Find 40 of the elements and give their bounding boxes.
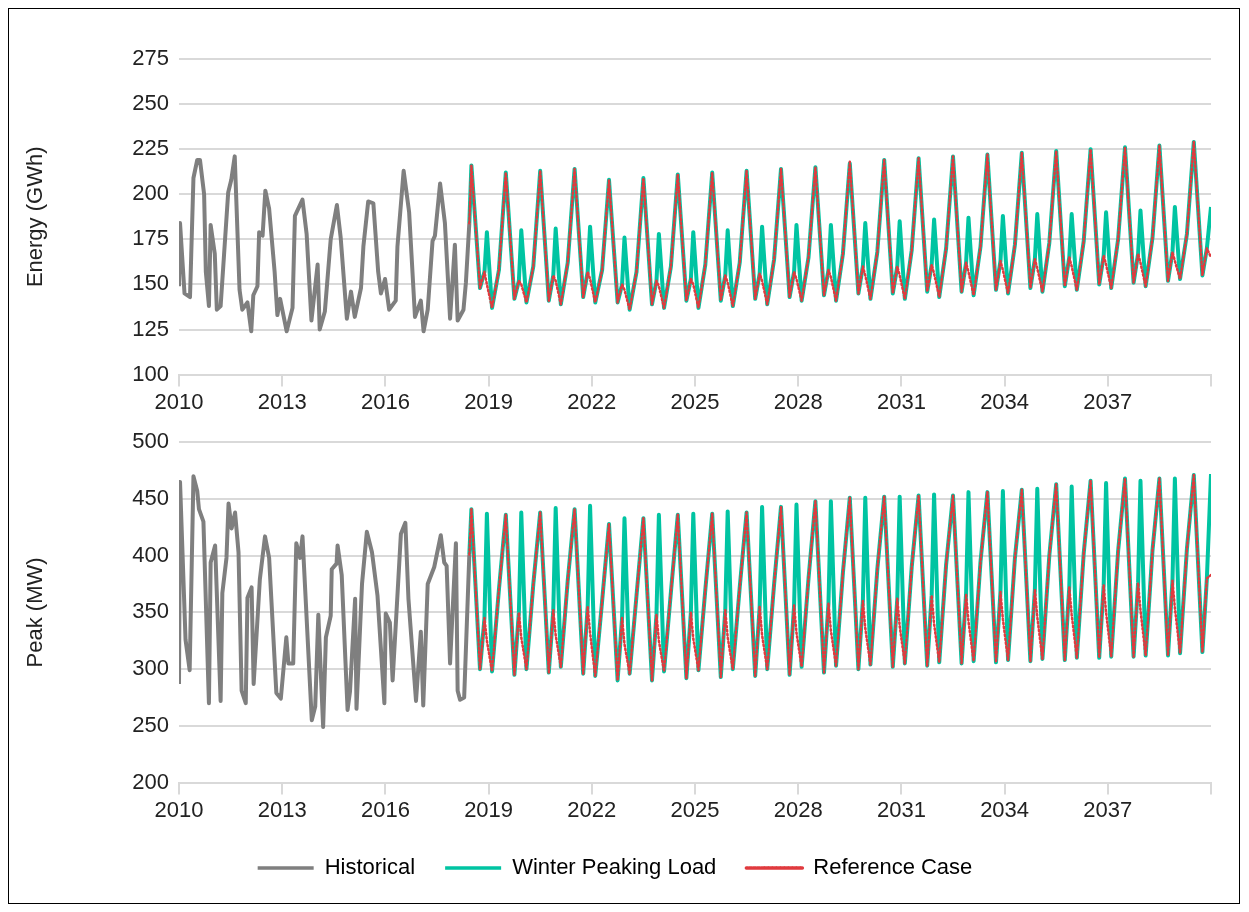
y-tick-label: 400 [132, 541, 169, 567]
x-tick-label: 2016 [360, 388, 410, 414]
y-tick-label: 150 [132, 270, 169, 296]
x-tick-label: 2010 [154, 388, 204, 414]
x-tick-label: 2022 [567, 388, 617, 414]
y-tick-label: 125 [132, 315, 169, 341]
y-tick-label: 500 [132, 428, 169, 454]
x-tick-label: 2010 [154, 796, 204, 822]
y-tick-label: 300 [132, 655, 169, 681]
x-tick-label: 2022 [567, 796, 617, 822]
legend-label: Winter Peaking Load [512, 854, 717, 880]
x-tick-label: 2028 [773, 388, 823, 414]
x-tick-label: 2025 [670, 388, 720, 414]
x-tick-label: 2037 [1083, 388, 1133, 414]
x-tick-label: 2019 [464, 388, 514, 414]
x-tick-label: 2016 [360, 796, 410, 822]
y-tick-label: 350 [132, 598, 169, 624]
x-tick-label: 2031 [876, 796, 926, 822]
x-tick-label: 2031 [876, 388, 926, 414]
y-tick-label: 200 [132, 180, 169, 206]
y-tick-label: 200 [132, 768, 169, 794]
x-tick-label: 2028 [773, 796, 823, 822]
y-tick-label: 100 [132, 360, 169, 386]
y-axis-title: Peak (MW) [22, 557, 48, 668]
x-tick-label: 2034 [980, 388, 1030, 414]
x-tick-label: 2013 [257, 796, 307, 822]
x-tick-label: 2025 [670, 796, 720, 822]
x-tick-label: 2034 [980, 796, 1030, 822]
legend-label: Reference Case [813, 854, 973, 880]
y-tick-label: 250 [132, 90, 169, 116]
y-tick-label: 250 [132, 711, 169, 737]
y-tick-label: 225 [132, 135, 169, 161]
y-tick-label: 450 [132, 485, 169, 510]
y-tick-label: 275 [132, 45, 169, 71]
x-tick-label: 2013 [257, 388, 307, 414]
y-axis-title: Energy (GWh) [22, 146, 48, 288]
y-tick-label: 175 [132, 225, 169, 251]
x-tick-label: 2037 [1083, 796, 1133, 822]
x-tick-label: 2019 [464, 796, 514, 822]
legend-label: Historical [324, 854, 416, 880]
